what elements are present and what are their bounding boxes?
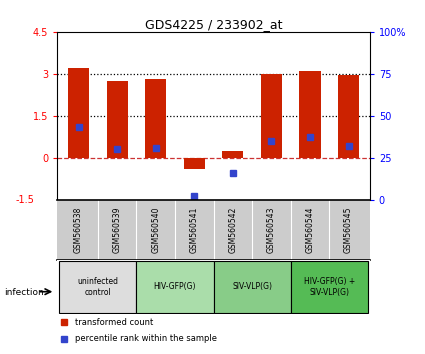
Title: GDS4225 / 233902_at: GDS4225 / 233902_at (145, 18, 282, 31)
Text: transformed count: transformed count (74, 318, 153, 327)
Text: GSM560543: GSM560543 (267, 207, 276, 253)
Text: GSM560539: GSM560539 (113, 207, 122, 253)
Bar (291, 261, 368, 313)
Text: HIV-GFP(G): HIV-GFP(G) (154, 282, 196, 291)
Bar (213, 261, 291, 313)
Bar (184, 158, 205, 169)
Bar (68, 68, 89, 158)
Bar (60, 261, 136, 313)
Text: GSM560544: GSM560544 (306, 207, 314, 253)
Bar (222, 151, 244, 158)
Text: percentile rank within the sample: percentile rank within the sample (74, 334, 217, 343)
Text: HIV-GFP(G) +
SIV-VLP(G): HIV-GFP(G) + SIV-VLP(G) (303, 277, 355, 297)
Text: GSM560542: GSM560542 (228, 207, 237, 253)
Bar (338, 75, 359, 158)
Bar (261, 74, 282, 158)
Text: GSM560545: GSM560545 (344, 207, 353, 253)
Bar (299, 71, 320, 158)
Text: GSM560540: GSM560540 (151, 207, 160, 253)
Text: uninfected
control: uninfected control (77, 277, 119, 297)
Text: infection: infection (4, 287, 44, 297)
Bar (136, 261, 213, 313)
Bar (107, 81, 128, 158)
Bar (145, 79, 166, 158)
Text: -1.5: -1.5 (15, 195, 34, 205)
Text: GSM560541: GSM560541 (190, 207, 199, 253)
Text: SIV-VLP(G): SIV-VLP(G) (232, 282, 272, 291)
Text: GSM560538: GSM560538 (74, 207, 83, 253)
